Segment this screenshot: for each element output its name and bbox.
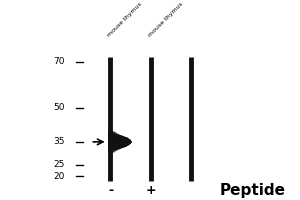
- Text: +: +: [145, 184, 156, 197]
- Text: mouse thymus: mouse thymus: [107, 1, 143, 38]
- Text: 20: 20: [53, 172, 64, 181]
- Text: mouse thymus: mouse thymus: [147, 1, 184, 38]
- Text: 25: 25: [53, 160, 64, 169]
- Text: -: -: [108, 184, 113, 197]
- Text: 35: 35: [53, 137, 64, 146]
- Text: 70: 70: [53, 57, 64, 66]
- Text: 50: 50: [53, 103, 64, 112]
- Text: Peptide: Peptide: [220, 183, 286, 198]
